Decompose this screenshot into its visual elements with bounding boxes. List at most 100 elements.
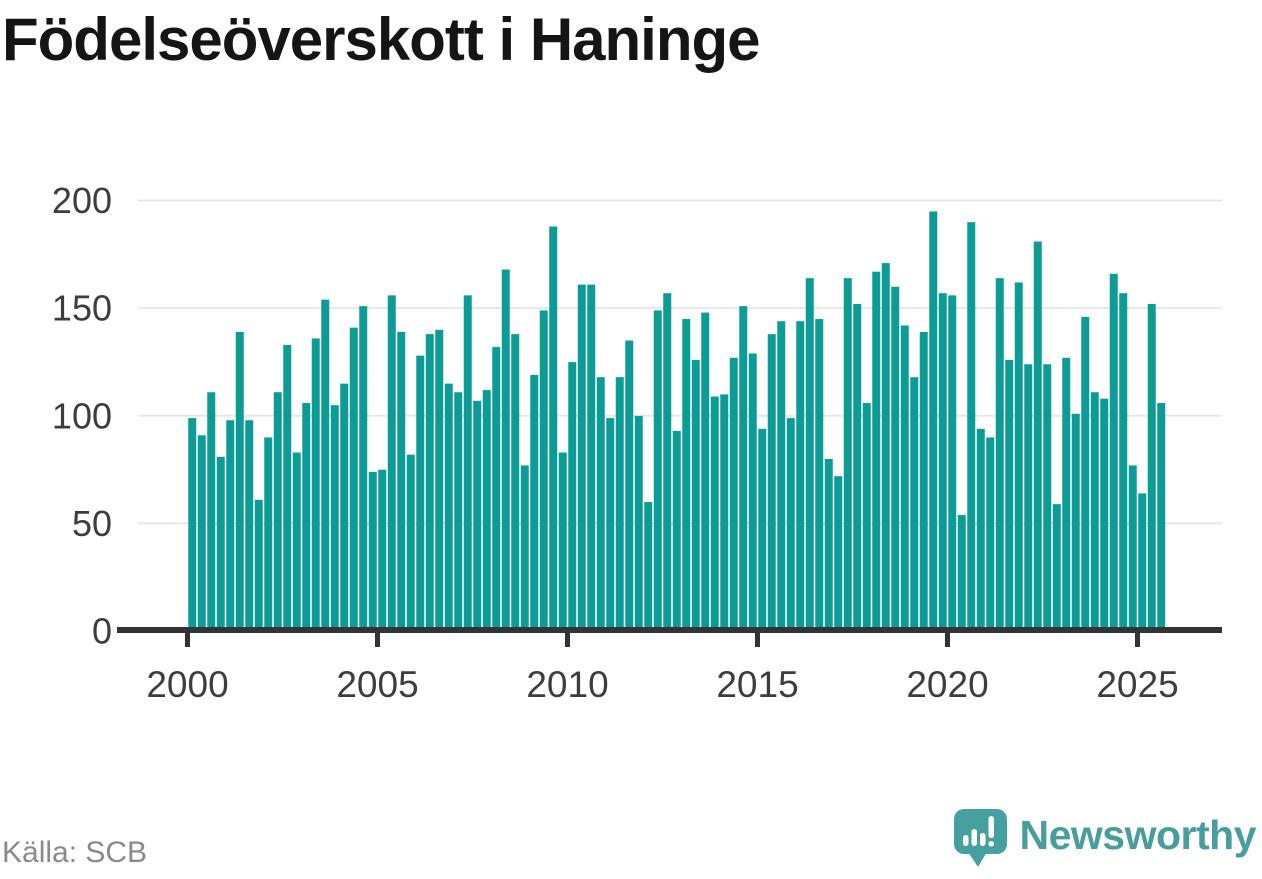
bar-2013-Q1 (682, 319, 691, 629)
gridline-y-150 (138, 307, 1222, 310)
gridline-y-200 (138, 199, 1222, 202)
bar-2023-Q4 (1090, 392, 1099, 629)
bar-2001-Q1 (226, 420, 235, 629)
bar-2020-Q3 (967, 222, 976, 629)
bar-2010-Q1 (568, 362, 577, 629)
bar-2010-Q2 (577, 284, 586, 629)
x-axis-label-2005: 2005 (336, 664, 418, 705)
bar-2000-Q2 (197, 435, 206, 629)
x-axis-label-2020: 2020 (906, 664, 988, 705)
bar-2016-Q4 (824, 458, 833, 629)
bar-2018-Q3 (891, 286, 900, 629)
bar-2022-Q4 (1052, 504, 1061, 629)
x-axis-tick-2025 (1135, 633, 1140, 647)
bar-2008-Q3 (511, 334, 520, 629)
bar-2017-Q2 (843, 278, 852, 629)
bar-2015-Q3 (777, 321, 786, 629)
y-axis-label-0: 0 (92, 611, 112, 652)
bar-2024-Q2 (1109, 273, 1118, 629)
logo-bar-tall (971, 829, 977, 846)
bar-2019-Q4 (938, 293, 947, 629)
x-axis-label-2025: 2025 (1096, 664, 1178, 705)
bar-2002-Q4 (292, 452, 301, 629)
bar-2013-Q3 (701, 312, 710, 629)
bar-2004-Q2 (349, 327, 358, 629)
bar-2002-Q1 (264, 437, 273, 629)
bar-2011-Q3 (625, 340, 634, 629)
bar-2006-Q3 (435, 329, 444, 629)
bar-2018-Q2 (881, 263, 890, 629)
bar-2004-Q1 (340, 383, 349, 629)
logo-bar-small (962, 835, 968, 846)
bar-2023-Q2 (1071, 413, 1080, 629)
bar-2020-Q1 (948, 295, 957, 629)
bar-2002-Q3 (283, 344, 292, 629)
bar-2021-Q4 (1014, 282, 1023, 629)
bar-2016-Q3 (815, 319, 824, 629)
y-axis-label-50: 50 (72, 503, 112, 544)
bar-2000-Q4 (216, 456, 225, 629)
bar-2003-Q4 (330, 405, 339, 629)
bar-2015-Q1 (758, 428, 767, 629)
bar-2018-Q4 (900, 325, 909, 629)
logo-bar-medium (979, 833, 985, 846)
x-axis-tick-2000 (185, 633, 190, 647)
x-axis-tick-2015 (755, 633, 760, 647)
birth-surplus-bar-chart: 0 50 100 150 200 2000 2005 2010 2015 2020 2025 (52, 180, 1222, 705)
bar-2001-Q2 (235, 331, 244, 629)
newsworthy-speech-bubble-bar-chart-icon (953, 809, 1007, 867)
bar-2009-Q2 (539, 310, 548, 629)
x-axis-line (117, 627, 1222, 633)
bar-2022-Q3 (1043, 364, 1052, 629)
bar-2006-Q1 (416, 355, 425, 629)
bar-2001-Q3 (245, 420, 254, 629)
bar-2018-Q1 (872, 271, 881, 629)
bar-2020-Q4 (976, 428, 985, 629)
bar-2007-Q2 (463, 295, 472, 629)
newsworthy-logo-text: Newsworthy (1019, 812, 1257, 858)
bar-2000-Q3 (207, 392, 216, 629)
bar-2008-Q1 (492, 347, 501, 629)
bar-2019-Q2 (919, 331, 928, 629)
logo-exclamation-dot (988, 841, 994, 847)
bar-2025-Q2 (1147, 303, 1156, 629)
bar-2016-Q2 (805, 278, 814, 629)
gridline-y-100 (138, 414, 1222, 417)
bar-2017-Q1 (834, 476, 843, 629)
bar-2005-Q1 (378, 469, 387, 629)
bar-2004-Q4 (368, 471, 377, 629)
bar-2012-Q2 (653, 310, 662, 629)
bar-2008-Q4 (520, 465, 529, 629)
bar-2017-Q3 (853, 303, 862, 629)
bar-2022-Q2 (1033, 241, 1042, 630)
x-axis-label-2015: 2015 (716, 664, 798, 705)
y-axis-label-200: 200 (52, 180, 112, 221)
bar-2015-Q4 (786, 418, 795, 629)
bar-2005-Q4 (406, 454, 415, 629)
bar-2023-Q1 (1062, 357, 1071, 629)
bar-2021-Q3 (1005, 359, 1014, 629)
bar-2014-Q4 (748, 353, 757, 629)
bar-2017-Q4 (862, 402, 871, 629)
source-note: Källa: SCB (2, 836, 148, 869)
bar-2021-Q1 (986, 437, 995, 629)
bar-2024-Q3 (1119, 293, 1128, 629)
bar-2012-Q1 (644, 502, 653, 629)
x-axis-tick-2020 (945, 633, 950, 647)
bar-2011-Q1 (606, 418, 615, 629)
bar-2007-Q4 (482, 390, 491, 629)
x-axis-label-2010: 2010 (526, 664, 608, 705)
x-axis-tick-2005 (375, 633, 380, 647)
bar-2011-Q2 (615, 377, 624, 629)
bar-2024-Q1 (1100, 398, 1109, 629)
bar-2009-Q3 (549, 226, 558, 629)
bar-2010-Q4 (596, 377, 605, 629)
bar-2019-Q1 (910, 377, 919, 629)
bar-2002-Q2 (273, 392, 282, 629)
bar-2005-Q2 (387, 295, 396, 629)
bar-2022-Q1 (1024, 364, 1033, 629)
bar-2025-Q1 (1138, 493, 1147, 629)
bar-2014-Q1 (720, 394, 729, 629)
y-axis-label-100: 100 (52, 395, 112, 436)
